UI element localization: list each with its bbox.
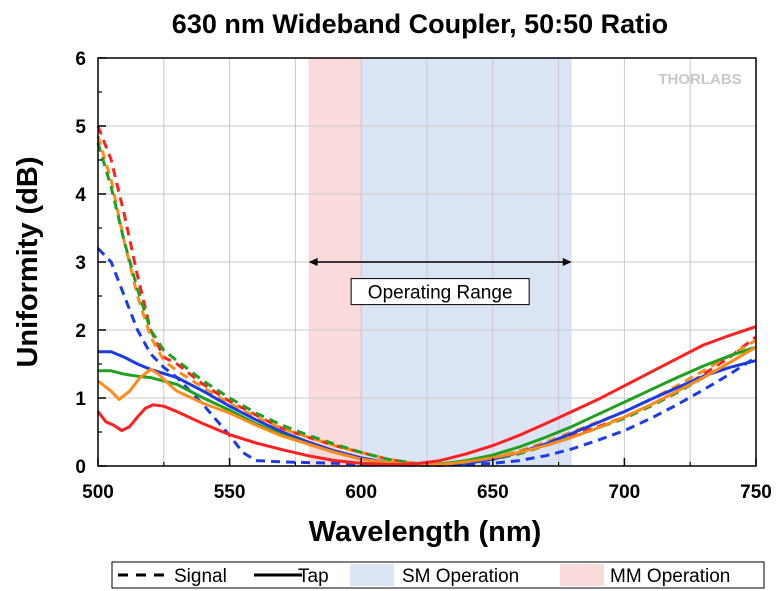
legend-label-sm-operation: SM Operation: [402, 566, 519, 587]
y-tick-label: 6: [75, 49, 86, 70]
arrow-head-right: [562, 258, 572, 266]
plot-area: THORLABS Operating Range: [96, 57, 757, 467]
x-tick-label: 750: [740, 482, 772, 503]
x-tick-label: 550: [214, 482, 246, 503]
legend-frame: [111, 561, 765, 589]
legend: Signal Tap SM Operation MM Operation: [111, 561, 765, 589]
legend-label-signal: Signal: [174, 566, 227, 587]
axis-ticks: [97, 57, 757, 467]
y-tick-label: 1: [75, 389, 86, 410]
legend-swatch-mm-operation: [560, 564, 604, 586]
series-line-dashed-3: [96, 247, 757, 467]
x-axis-tick-labels: 500 550 600 650 700 750: [82, 482, 772, 503]
y-tick-label: 3: [75, 253, 86, 274]
x-axis-label: Wavelength (nm): [309, 516, 542, 548]
legend-label-mm-operation: MM Operation: [610, 566, 730, 587]
x-tick-label: 500: [82, 482, 114, 503]
y-axis-label: Uniformity (dB): [12, 156, 44, 367]
legend-label-tap: Tap: [298, 566, 329, 587]
y-tick-label: 5: [75, 117, 86, 138]
x-tick-label: 600: [345, 482, 377, 503]
operating-range-label: Operating Range: [368, 283, 513, 304]
operating-range-label-box: [350, 278, 530, 306]
y-axis-tick-labels: 0 1 2 3 4 5 6: [75, 49, 86, 478]
series-line-solid-7: [96, 325, 757, 467]
operating-range-annotation: Operating Range: [308, 258, 572, 306]
arrow-head-left: [308, 258, 318, 266]
thorlabs-logo: THORLABS: [658, 71, 741, 88]
series-lines: [96, 125, 757, 467]
x-tick-label: 650: [477, 482, 509, 503]
y-tick-label: 4: [75, 185, 86, 206]
chart-title: 630 nm Wideband Coupler, 50:50 Ratio: [172, 9, 668, 39]
legend-items: Signal Tap SM Operation MM Operation: [118, 564, 730, 587]
y-tick-label: 0: [75, 457, 86, 478]
y-tick-label: 2: [75, 321, 86, 342]
x-tick-label: 700: [609, 482, 641, 503]
legend-swatch-sm-operation: [350, 564, 394, 586]
